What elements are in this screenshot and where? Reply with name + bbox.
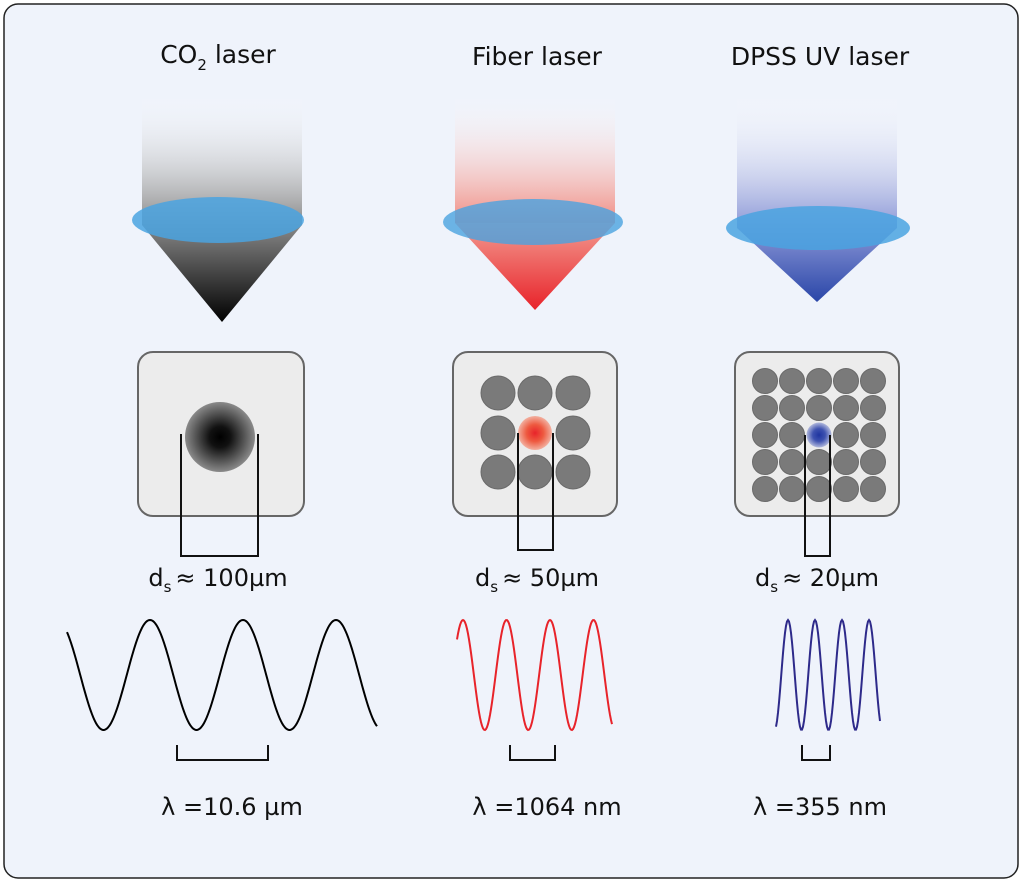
co2-spot-size-label: ds ≈ 100µm (148, 564, 287, 596)
fiber-wavelength-bracket (509, 745, 556, 761)
co2-spot-panel (137, 351, 305, 557)
grid-dot (833, 476, 859, 502)
grid-dot (833, 422, 859, 448)
grid-dot (860, 368, 886, 394)
uv-beam (726, 95, 910, 302)
grid-dot (833, 449, 859, 475)
grid-dot (480, 375, 516, 411)
spot-bracket (517, 433, 554, 551)
grid-dot (555, 375, 591, 411)
spot-bracket (804, 435, 831, 557)
co2-wavelength-bracket (176, 745, 269, 761)
fiber-beam (443, 95, 623, 310)
laser-spot (185, 402, 255, 472)
grid-dot (752, 368, 778, 394)
lens-icon (443, 199, 623, 245)
grid-dot (752, 449, 778, 475)
grid-dot (752, 395, 778, 421)
co2-wavelength-label: λ =10.6 µm (161, 793, 303, 821)
grid-dot (779, 449, 805, 475)
fiber-wavelength-label: λ =1064 nm (472, 793, 621, 821)
grid-dot (752, 476, 778, 502)
uv-spot-size-label: ds ≈ 20µm (755, 564, 879, 596)
grid-dot (806, 395, 832, 421)
co2-laser-title: CO2 laser (160, 40, 276, 74)
lens-icon (132, 197, 304, 243)
grid-dot (860, 449, 886, 475)
grid-dot (860, 422, 886, 448)
uv-wavelength-wave (775, 618, 881, 731)
grid-dot (517, 454, 553, 490)
uv-wavelength-label: λ =355 nm (753, 793, 887, 821)
grid-dot (779, 422, 805, 448)
grid-dot (779, 476, 805, 502)
grid-dot (480, 415, 516, 451)
uv-spot-panel (734, 351, 900, 557)
grid-dot (555, 415, 591, 451)
grid-dot (806, 368, 832, 394)
co2-beam (132, 95, 304, 322)
grid-dot (752, 422, 778, 448)
grid-dot (833, 368, 859, 394)
grid-dot (779, 368, 805, 394)
fiber-wavelength-wave (456, 618, 613, 732)
grid-dot (555, 454, 591, 490)
grid-dot (806, 449, 832, 475)
fiber-laser-title: Fiber laser (472, 42, 603, 71)
co2-wavelength-wave (66, 618, 378, 731)
grid-dot (860, 395, 886, 421)
dpss-uv-laser-title: DPSS UV laser (731, 42, 910, 71)
grid-dot (480, 454, 516, 490)
grid-dot (806, 476, 832, 502)
laser-spot (806, 422, 832, 448)
grid-dot (860, 476, 886, 502)
grid-dot (517, 375, 553, 411)
laser-spot (518, 416, 552, 450)
grid-dot (833, 395, 859, 421)
fiber-spot-panel (452, 351, 618, 551)
spot-bracket (180, 434, 259, 557)
uv-wavelength-bracket (801, 745, 831, 761)
fiber-spot-size-label: ds ≈ 50µm (475, 564, 599, 596)
lens-icon (726, 206, 910, 250)
grid-dot (779, 395, 805, 421)
